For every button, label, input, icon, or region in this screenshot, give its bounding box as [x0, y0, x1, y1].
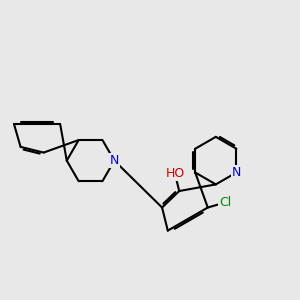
Text: Cl: Cl	[219, 196, 231, 209]
Text: N: N	[232, 166, 241, 179]
Text: N: N	[110, 154, 119, 167]
Text: HO: HO	[165, 167, 184, 180]
